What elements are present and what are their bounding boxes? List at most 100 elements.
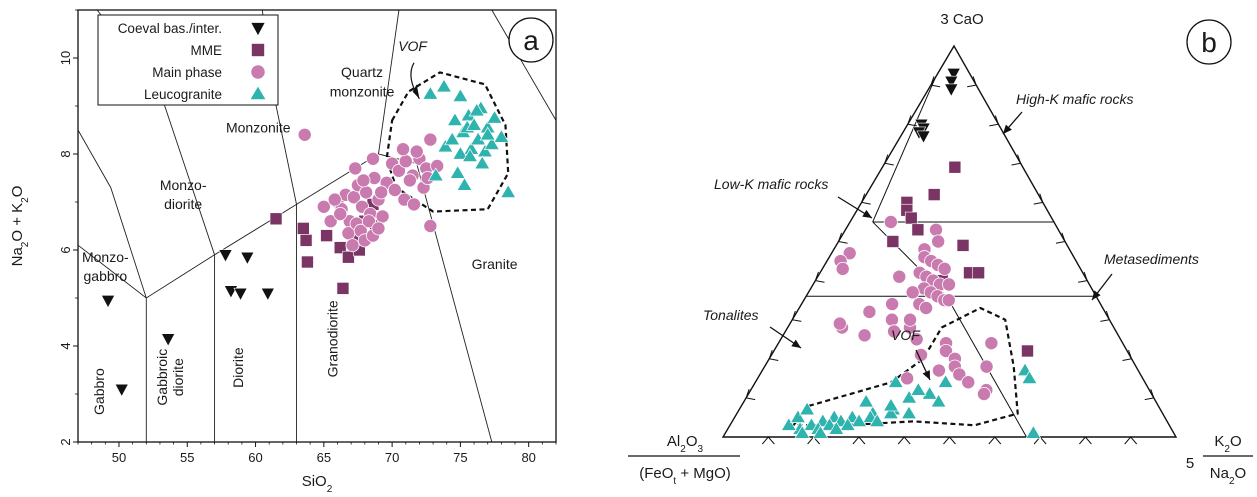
b-point bbox=[921, 385, 938, 400]
b-point bbox=[887, 324, 902, 339]
a-point bbox=[452, 145, 469, 160]
b-edge-tick bbox=[967, 76, 977, 88]
b-field-line-2 bbox=[872, 77, 936, 223]
a-point bbox=[444, 131, 461, 146]
a-field-labels: Monzonite Quartz monzonite Monzo-diorite Mon… bbox=[82, 38, 518, 415]
a-rotated-field-label: diorite bbox=[170, 358, 186, 396]
a-point bbox=[396, 142, 411, 157]
b-point bbox=[901, 389, 918, 404]
b-point bbox=[883, 214, 898, 229]
a-point bbox=[387, 182, 402, 197]
b-point bbox=[835, 261, 850, 276]
a-legend-marker bbox=[250, 22, 266, 37]
b-edge-tick bbox=[814, 271, 825, 283]
b-label-low-k: Low-K mafic rocks bbox=[714, 176, 828, 192]
a-data-points bbox=[100, 78, 517, 398]
b-arrow-head bbox=[1003, 124, 1012, 134]
a-vof-field bbox=[385, 71, 510, 213]
a-point bbox=[449, 165, 466, 179]
a-point bbox=[406, 197, 421, 212]
b-point bbox=[910, 381, 927, 396]
b-edge-tick bbox=[1078, 271, 1088, 283]
b-point bbox=[937, 374, 954, 388]
b-point bbox=[911, 223, 925, 237]
b-point bbox=[941, 277, 956, 292]
b-point bbox=[976, 386, 991, 401]
a-legend-marker bbox=[251, 43, 265, 57]
b-edge-tick bbox=[930, 76, 941, 88]
a-field-label: gabbro bbox=[84, 268, 128, 284]
a-vof-outline bbox=[385, 62, 510, 213]
b-point bbox=[930, 393, 947, 408]
a-point bbox=[476, 143, 494, 158]
a-y-tick-label: 4 bbox=[58, 342, 73, 349]
a-point bbox=[452, 88, 469, 102]
a-point bbox=[359, 185, 374, 200]
b-point bbox=[903, 312, 918, 327]
a-point bbox=[427, 167, 444, 182]
b-point bbox=[946, 68, 961, 82]
a-point bbox=[100, 295, 116, 309]
b-edge-tick bbox=[837, 232, 848, 244]
b-point bbox=[944, 75, 959, 90]
a-point bbox=[260, 287, 275, 302]
a-point bbox=[365, 151, 380, 166]
a-legend: Coeval bas./inter. MME Main phase Leucogran… bbox=[97, 14, 279, 106]
a-boundary-8 bbox=[378, 153, 493, 443]
a-point bbox=[479, 126, 496, 141]
chart-a: Monzonite Quartz monzonite Monzo-diorite Mon… bbox=[9, 9, 557, 495]
a-point bbox=[161, 333, 176, 347]
b-point bbox=[972, 266, 985, 280]
a-x-axis-label: SiO2 bbox=[302, 473, 333, 495]
b-apex-left-denominator: (FeOt + MgO) bbox=[639, 465, 731, 487]
b-point bbox=[887, 374, 904, 388]
b-point bbox=[885, 297, 900, 312]
b-point bbox=[984, 336, 999, 351]
b-point bbox=[948, 160, 962, 174]
b-edge-tick bbox=[768, 349, 779, 361]
a-point bbox=[461, 148, 479, 162]
b-apex-right-label: 5 K2O Na2O bbox=[1186, 433, 1253, 487]
b-arrow-head bbox=[791, 339, 801, 348]
b-edge-tick bbox=[1124, 436, 1138, 445]
a-field-label: Monzo- bbox=[82, 249, 129, 265]
a-panel-label: a bbox=[508, 17, 554, 63]
b-arrow-head bbox=[1092, 290, 1101, 300]
b-apex-top-label: 3 CaO bbox=[940, 11, 983, 28]
a-legend-box bbox=[97, 14, 279, 106]
b-panel-label: b bbox=[1186, 19, 1232, 65]
b-point bbox=[1021, 370, 1038, 384]
a-x-tick-label: 75 bbox=[453, 450, 467, 465]
a-legend-marker bbox=[249, 85, 267, 100]
a-legend-label: Coeval bas./inter. bbox=[118, 21, 222, 36]
a-point bbox=[223, 285, 239, 299]
b-point bbox=[1021, 344, 1034, 358]
b-edge-tick bbox=[884, 154, 894, 166]
a-rotated-field-label: Gabbroic bbox=[154, 349, 170, 406]
b-label-vof: VOF bbox=[891, 327, 921, 343]
a-field-label: VOF bbox=[398, 38, 428, 54]
b-apex-left-label: Al2O3 (FeOt + MgO) bbox=[628, 433, 740, 487]
b-point bbox=[904, 211, 918, 225]
b-point bbox=[916, 130, 931, 144]
a-point bbox=[409, 144, 424, 159]
b-point bbox=[900, 405, 918, 420]
b-apex-right-prefix: 5 bbox=[1186, 455, 1194, 472]
b-point bbox=[952, 367, 967, 382]
a-point bbox=[233, 287, 248, 302]
a-axis-ticks: 50 55 60 65 70 75 80 2 4 6 8 10 bbox=[58, 9, 557, 465]
a-point bbox=[269, 212, 283, 226]
b-arrow-head bbox=[862, 209, 872, 218]
a-point bbox=[402, 173, 417, 188]
b-point bbox=[851, 413, 868, 427]
a-y-tick-label: 6 bbox=[58, 246, 73, 253]
a-point bbox=[348, 161, 363, 176]
a-point bbox=[342, 250, 355, 264]
a-legend-marker bbox=[250, 64, 266, 80]
a-vof-arrowhead bbox=[412, 84, 420, 99]
b-point bbox=[937, 261, 952, 276]
a-rotated-field-label: Granodiorite bbox=[324, 300, 340, 377]
a-point bbox=[446, 112, 463, 126]
a-legend-label: MME bbox=[191, 43, 223, 58]
